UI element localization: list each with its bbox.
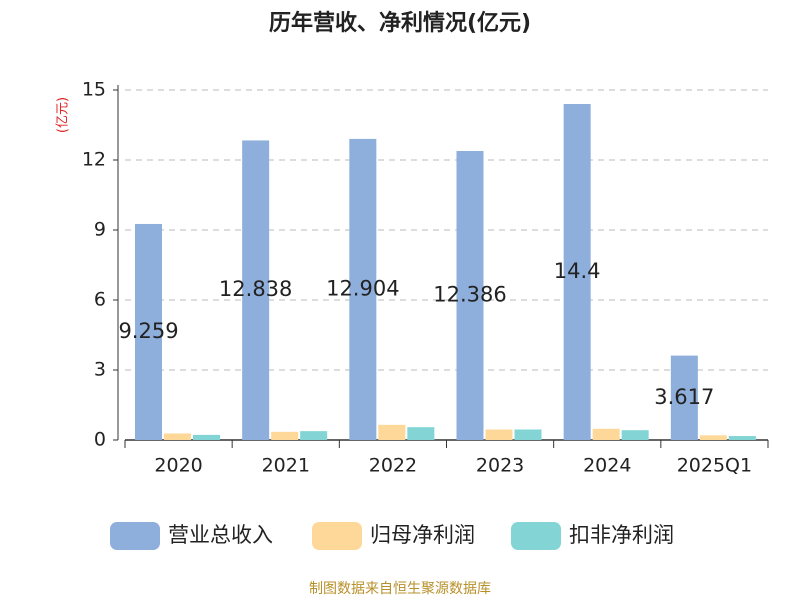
bar <box>378 424 406 440</box>
y-tick-label: 12 <box>82 149 106 171</box>
x-tick-label: 2023 <box>476 455 524 477</box>
x-tick-label: 2025Q1 <box>677 455 752 477</box>
bar <box>242 140 270 441</box>
bar <box>407 427 435 440</box>
bar <box>670 355 698 440</box>
data-label: 14.4 <box>554 259 601 283</box>
chart-title: 历年营收、净利情况(亿元) <box>269 10 531 36</box>
x-tick-label: 2024 <box>583 455 631 477</box>
bar <box>456 150 484 440</box>
bar <box>563 104 591 440</box>
y-tick-label: 0 <box>94 429 106 451</box>
legend-swatch <box>312 522 362 550</box>
data-label: 12.838 <box>219 277 292 301</box>
bar <box>193 434 220 440</box>
x-tick-label: 2021 <box>262 455 310 477</box>
bar <box>621 430 649 440</box>
bar <box>271 431 299 440</box>
bar <box>728 436 756 440</box>
x-tick-label: 2022 <box>369 455 417 477</box>
y-tick-label: 9 <box>94 219 106 241</box>
bar <box>164 433 191 440</box>
data-label: 9.259 <box>118 319 178 343</box>
y-tick-label: 3 <box>94 359 106 381</box>
data-label: 3.617 <box>654 385 714 409</box>
bar <box>592 428 620 440</box>
bar <box>485 429 513 440</box>
data-label: 12.904 <box>326 276 399 300</box>
y-tick-label: 6 <box>94 289 106 311</box>
bar <box>349 138 377 440</box>
bar <box>699 435 727 440</box>
y-tick-label: 15 <box>82 79 106 101</box>
bar <box>514 429 542 440</box>
legend-label: 归母净利润 <box>370 523 475 547</box>
legend-label: 营业总收入 <box>168 523 273 547</box>
bar <box>300 431 328 440</box>
y-axis-label: (亿元) <box>56 97 71 133</box>
legend-label: 扣非净利润 <box>569 523 674 547</box>
legend-swatch <box>511 522 561 550</box>
source-note: 制图数据来自恒生聚源数据库 <box>309 581 491 597</box>
bar <box>135 223 162 440</box>
x-tick-label: 2020 <box>154 455 202 477</box>
data-label: 12.386 <box>433 282 506 306</box>
legend-swatch <box>110 522 160 550</box>
